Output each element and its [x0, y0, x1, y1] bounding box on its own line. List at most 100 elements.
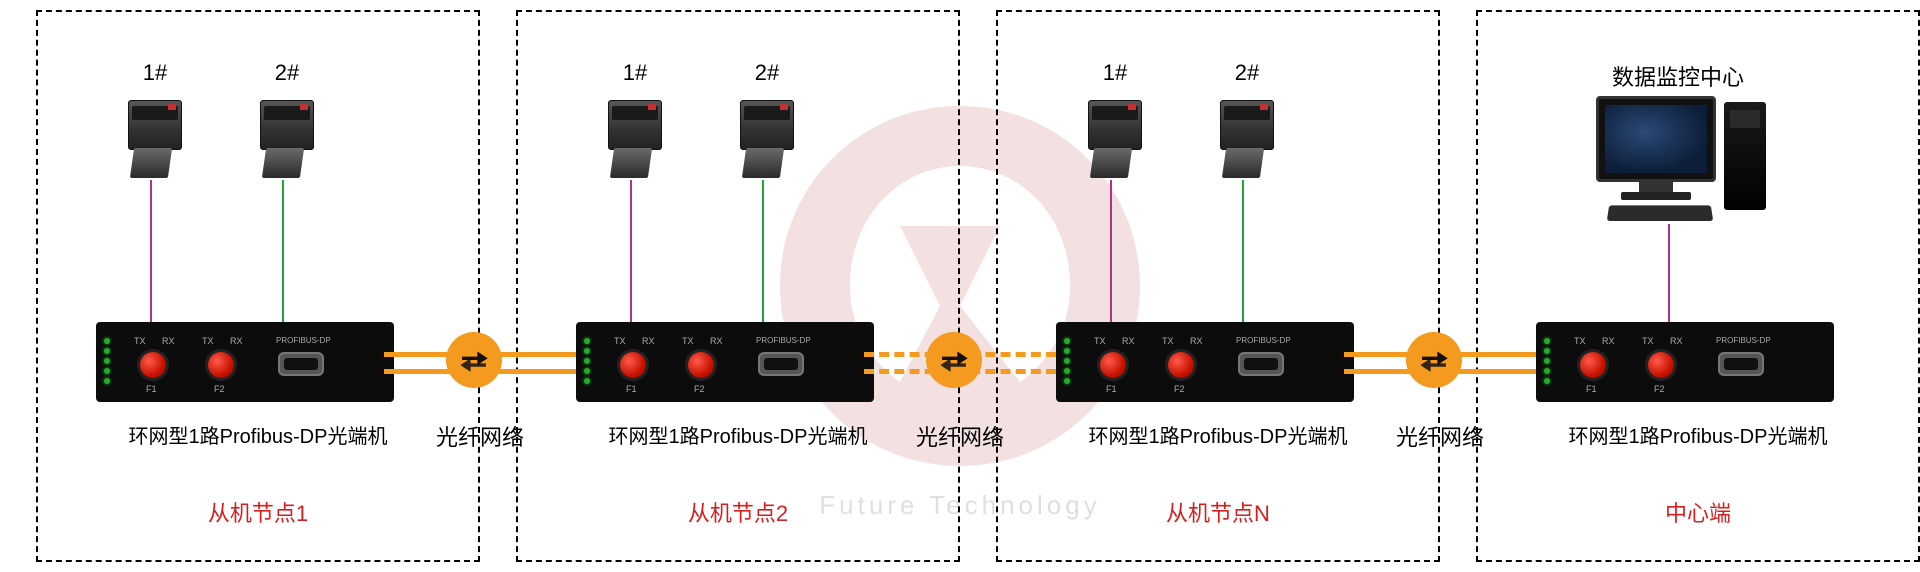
- f2-label: F2: [214, 384, 225, 394]
- device-caption-n4: 环网型1路Profibus-DP光端机: [1512, 420, 1884, 449]
- tx-label-2: TX: [202, 336, 214, 346]
- fiber-port-1: [140, 352, 166, 378]
- f2-label: F2: [1654, 384, 1665, 394]
- connector-plug: [262, 148, 304, 178]
- node-caption-n3: 从机节点N: [1098, 496, 1338, 528]
- profibus-label: PROFIBUS-DP: [276, 336, 331, 345]
- profibus-connector-n1-2: [252, 92, 322, 182]
- device-caption-n2: 环网型1路Profibus-DP光端机: [552, 420, 924, 449]
- rx-label: RX: [642, 336, 655, 346]
- connector-plug: [1090, 148, 1132, 178]
- fiber-port-1: [1100, 352, 1126, 378]
- pc-keyboard: [1607, 205, 1713, 221]
- node-caption-n4: 中心端: [1578, 496, 1818, 528]
- connector-pin: [168, 104, 176, 110]
- connector-pin: [1128, 104, 1136, 110]
- fiber-port-2: [208, 352, 234, 378]
- pc-screen: [1596, 96, 1716, 182]
- fiber-arrows-icon: [1406, 332, 1462, 388]
- db9-port: [1238, 352, 1284, 376]
- connector-plug: [742, 148, 784, 178]
- pc-stand: [1639, 182, 1673, 192]
- tx-label-2: TX: [682, 336, 694, 346]
- f1-label: F1: [1106, 384, 1117, 394]
- connector-pin: [780, 104, 788, 110]
- connector-pin: [300, 104, 308, 110]
- node-caption-n2: 从机节点2: [618, 496, 858, 528]
- node-box-n4: [1476, 10, 1920, 562]
- f2-label: F2: [694, 384, 705, 394]
- connector-plug: [610, 148, 652, 178]
- profibus-connector-n3-1: [1080, 92, 1150, 182]
- profibus-connector-n1-1: [120, 92, 190, 182]
- fiber-port-1: [1580, 352, 1606, 378]
- fiber-port-2: [1168, 352, 1194, 378]
- rx-label: RX: [1122, 336, 1135, 346]
- fiber-arrows-icon: [926, 332, 982, 388]
- cable-n1-2: [282, 180, 284, 322]
- tx-label: TX: [1574, 336, 1586, 346]
- fiber-network-label: 光纤网络: [888, 420, 1032, 452]
- f2-label: F2: [1174, 384, 1185, 394]
- db9-port: [278, 352, 324, 376]
- profibus-connector-n2-2: [732, 92, 802, 182]
- connector-label: 1#: [1090, 60, 1140, 86]
- connector-label: 1#: [610, 60, 660, 86]
- device-caption-n3: 环网型1路Profibus-DP光端机: [1032, 420, 1404, 449]
- device-n3: TXRXTXRXF1F2PROFIBUS-DP: [1056, 322, 1354, 402]
- cable-n2-1: [630, 180, 632, 322]
- connector-plug: [130, 148, 172, 178]
- device-n4: TX RX TX RX F1 F2 PROFIBUS-DP: [1536, 322, 1834, 402]
- pc-tower: [1724, 102, 1766, 210]
- rx-label: RX: [1602, 336, 1615, 346]
- device-caption-n1: 环网型1路Profibus-DP光端机: [72, 420, 444, 449]
- device-leds: [104, 338, 110, 384]
- cable-n3-1: [1110, 180, 1112, 322]
- pc-base: [1621, 192, 1691, 200]
- db9-port: [1718, 352, 1764, 376]
- profibus-label: PROFIBUS-DP: [756, 336, 811, 345]
- profibus-connector-n2-1: [600, 92, 670, 182]
- tx-label: TX: [134, 336, 146, 346]
- fiber-port-2: [688, 352, 714, 378]
- rx-label-2: RX: [1190, 336, 1203, 346]
- monitor-pc: [1596, 96, 1716, 200]
- device-leds: [584, 338, 590, 384]
- f1-label: F1: [626, 384, 637, 394]
- rx-label-2: RX: [1670, 336, 1683, 346]
- f1-label: F1: [1586, 384, 1597, 394]
- fiber-port-2: [1648, 352, 1674, 378]
- tx-label: TX: [614, 336, 626, 346]
- device-leds: [1544, 338, 1550, 384]
- monitor-center-label: 数据监控中心: [1578, 60, 1778, 92]
- tx-label-2: TX: [1642, 336, 1654, 346]
- f1-label: F1: [146, 384, 157, 394]
- profibus-connector-n3-2: [1212, 92, 1282, 182]
- device-n1: TX RX TX RX F1 F2 PROFIBUS-DP: [96, 322, 394, 402]
- cable-n3-2: [1242, 180, 1244, 322]
- device-n2: TX RX TX RX F1 F2 PROFIBUS-DP: [576, 322, 874, 402]
- db9-port: [758, 352, 804, 376]
- cable-center: [1668, 224, 1670, 322]
- cable-n1-1: [150, 180, 152, 322]
- rx-label-2: RX: [230, 336, 243, 346]
- connector-label: 2#: [262, 60, 312, 86]
- connector-plug: [1222, 148, 1264, 178]
- fiber-arrows-icon: [446, 332, 502, 388]
- connector-label: 1#: [130, 60, 180, 86]
- fiber-port-1: [620, 352, 646, 378]
- rx-label-2: RX: [710, 336, 723, 346]
- cable-n2-2: [762, 180, 764, 322]
- fiber-network-label: 光纤网络: [408, 420, 552, 452]
- node-caption-n1: 从机节点1: [138, 496, 378, 528]
- profibus-label: PROFIBUS-DP: [1716, 336, 1771, 345]
- connector-label: 2#: [1222, 60, 1272, 86]
- device-leds: [1064, 338, 1070, 384]
- profibus-label: PROFIBUS-DP: [1236, 336, 1291, 345]
- connector-pin: [648, 104, 656, 110]
- connector-label: 2#: [742, 60, 792, 86]
- tx-label: TX: [1094, 336, 1106, 346]
- connector-pin: [1260, 104, 1268, 110]
- fiber-network-label: 光纤网络: [1368, 420, 1512, 452]
- rx-label: RX: [162, 336, 175, 346]
